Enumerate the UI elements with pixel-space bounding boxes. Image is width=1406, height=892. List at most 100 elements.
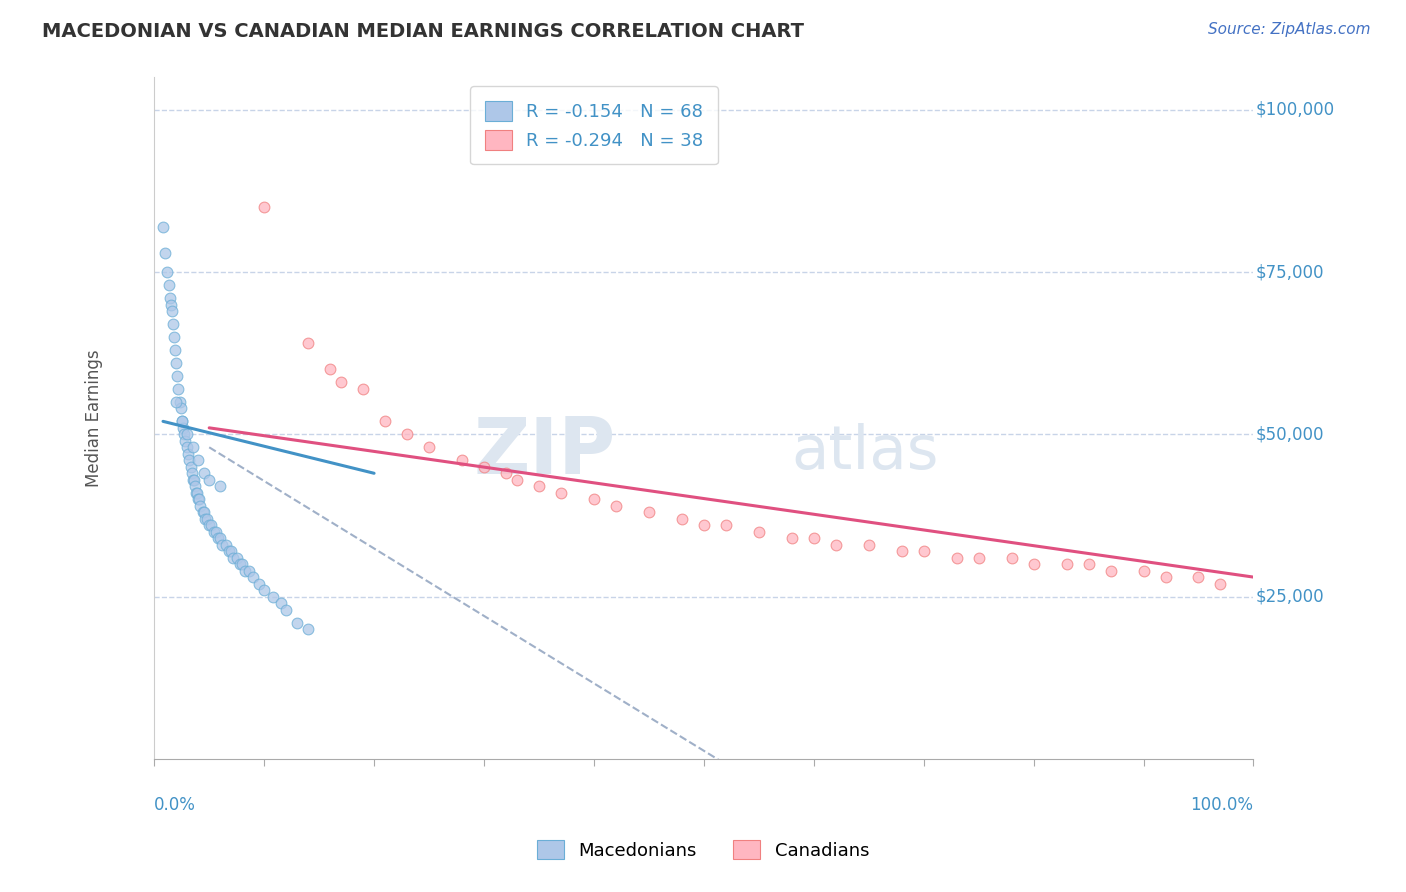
Point — [276, 602, 298, 616]
Text: atlas: atlas — [792, 423, 939, 482]
Point — [890, 544, 912, 558]
Point — [191, 505, 214, 519]
Point — [1001, 550, 1024, 565]
Text: $75,000: $75,000 — [1256, 263, 1324, 281]
Point — [174, 434, 197, 448]
Point — [222, 550, 245, 565]
Point — [495, 467, 517, 481]
Point — [184, 485, 207, 500]
Point — [451, 453, 474, 467]
Point — [211, 538, 233, 552]
Point — [160, 304, 183, 318]
Point — [297, 336, 319, 351]
Point — [165, 356, 187, 370]
Point — [180, 467, 202, 481]
Point — [156, 265, 179, 279]
Point — [165, 395, 187, 409]
Point — [198, 473, 221, 487]
Point — [193, 505, 215, 519]
Point — [190, 499, 212, 513]
Point — [202, 524, 225, 539]
Point — [748, 524, 770, 539]
Point — [824, 538, 846, 552]
Point — [188, 492, 211, 507]
Point — [605, 499, 627, 513]
Point — [204, 524, 226, 539]
Point — [209, 531, 232, 545]
Point — [262, 590, 284, 604]
Point — [582, 492, 605, 507]
Point — [187, 492, 209, 507]
Point — [170, 414, 193, 428]
Point — [231, 557, 253, 571]
Point — [253, 200, 276, 214]
Point — [155, 245, 177, 260]
Point — [638, 505, 661, 519]
Point — [169, 401, 191, 416]
Point — [285, 615, 308, 630]
Point — [1077, 557, 1099, 571]
Point — [1056, 557, 1078, 571]
Point — [238, 564, 260, 578]
Point — [209, 479, 232, 493]
Point — [225, 550, 247, 565]
Point — [157, 278, 180, 293]
Point — [1132, 564, 1154, 578]
Point — [858, 538, 880, 552]
Text: Source: ZipAtlas.com: Source: ZipAtlas.com — [1208, 22, 1371, 37]
Text: $50,000: $50,000 — [1256, 425, 1324, 443]
Point — [693, 518, 716, 533]
Point — [1099, 564, 1122, 578]
Text: $100,000: $100,000 — [1256, 101, 1334, 119]
Text: $25,000: $25,000 — [1256, 588, 1324, 606]
Point — [163, 330, 186, 344]
Point — [193, 467, 215, 481]
Point — [172, 421, 194, 435]
Point — [550, 485, 572, 500]
Point — [253, 583, 276, 598]
Text: ZIP: ZIP — [474, 414, 616, 491]
Point — [167, 382, 190, 396]
Point — [945, 550, 967, 565]
Point — [179, 459, 201, 474]
Point — [183, 473, 205, 487]
Text: MACEDONIAN VS CANADIAN MEDIAN EARNINGS CORRELATION CHART: MACEDONIAN VS CANADIAN MEDIAN EARNINGS C… — [42, 22, 804, 41]
Point — [166, 368, 188, 383]
Point — [215, 538, 238, 552]
Point — [714, 518, 737, 533]
Point — [396, 427, 419, 442]
Point — [176, 440, 198, 454]
Point — [165, 343, 187, 357]
Point — [173, 427, 195, 442]
Point — [219, 544, 242, 558]
Point — [780, 531, 803, 545]
Point — [270, 596, 292, 610]
Point — [506, 473, 529, 487]
Legend: Macedonians, Canadians: Macedonians, Canadians — [523, 825, 883, 874]
Point — [186, 485, 208, 500]
Point — [207, 531, 229, 545]
Point — [176, 427, 198, 442]
Point — [319, 362, 342, 376]
Point — [330, 376, 353, 390]
Text: Median Earnings: Median Earnings — [84, 350, 103, 487]
Point — [169, 395, 191, 409]
Point — [418, 440, 440, 454]
Point — [152, 219, 174, 234]
Point — [247, 576, 270, 591]
Point — [194, 511, 217, 525]
Point — [181, 440, 204, 454]
Point — [1187, 570, 1209, 584]
Text: 0.0%: 0.0% — [155, 797, 195, 814]
Point — [198, 518, 221, 533]
Text: 100.0%: 100.0% — [1191, 797, 1254, 814]
Point — [374, 414, 396, 428]
Point — [297, 622, 319, 636]
Point — [1209, 576, 1232, 591]
Point — [527, 479, 550, 493]
Point — [352, 382, 374, 396]
Point — [177, 447, 200, 461]
Point — [184, 479, 207, 493]
Point — [229, 557, 252, 571]
Point — [242, 570, 264, 584]
